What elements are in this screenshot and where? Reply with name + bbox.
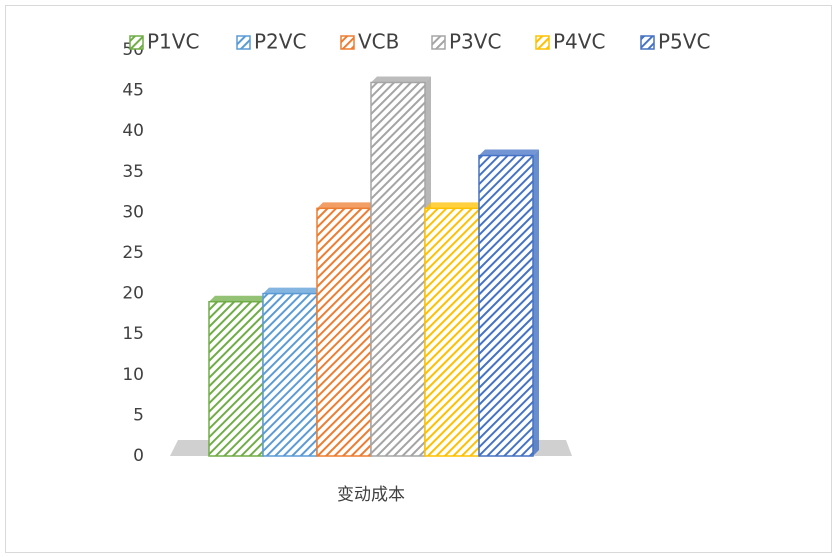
- y-tick-label: 20: [122, 284, 144, 304]
- bar-top: [479, 149, 539, 156]
- y-tick-label: 35: [122, 162, 144, 182]
- bar-top: [317, 202, 377, 209]
- bar: [478, 154, 534, 457]
- legend-label: P4VC: [553, 30, 605, 54]
- legend-label: P3VC: [449, 30, 501, 54]
- y-tick-label: 0: [133, 446, 144, 466]
- legend-swatch: [129, 35, 144, 50]
- bar-side: [533, 149, 539, 456]
- bar: [208, 300, 264, 457]
- legend-swatch: [535, 35, 550, 50]
- bar: [370, 81, 426, 457]
- bar: [424, 207, 480, 457]
- legend-swatch: [340, 35, 355, 50]
- legend-label: P5VC: [658, 30, 710, 54]
- y-tick-label: 40: [122, 121, 144, 141]
- y-tick-label: 10: [122, 365, 144, 385]
- bar-top: [371, 76, 431, 83]
- legend-swatch: [236, 35, 251, 50]
- legend-label: P1VC: [147, 30, 199, 54]
- legend-swatch: [640, 35, 655, 50]
- legend-swatch: [431, 35, 446, 50]
- y-tick-label: 5: [133, 405, 144, 425]
- bar: [316, 207, 372, 457]
- y-tick-label: 30: [122, 202, 144, 222]
- x-tick-label: 变动成本: [337, 485, 405, 505]
- bar-top: [425, 202, 485, 209]
- y-tick-label: 25: [122, 243, 144, 263]
- y-tick-label: 45: [122, 81, 144, 101]
- legend-label: P2VC: [254, 30, 306, 54]
- bar-top: [263, 287, 323, 294]
- legend-label: VCB: [358, 30, 399, 54]
- bar: [262, 292, 318, 457]
- bar-top: [209, 295, 269, 302]
- y-tick-label: 15: [122, 324, 144, 344]
